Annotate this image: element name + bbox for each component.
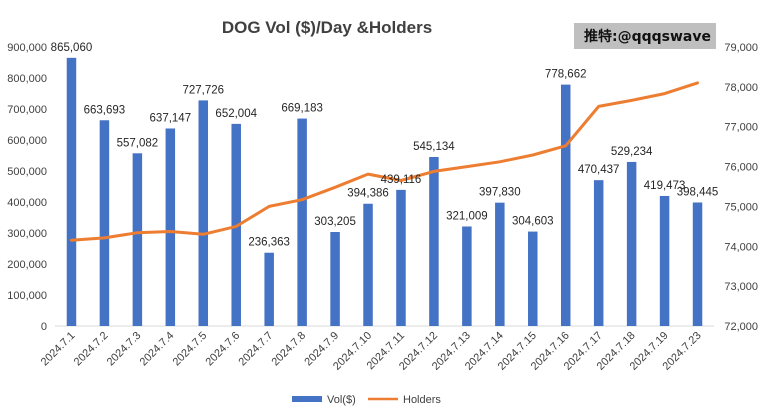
- vol-data-label: 652,004: [215, 108, 257, 120]
- left-axis-tick-label: 600,000: [7, 135, 47, 147]
- right-axis-tick-label: 79,000: [724, 42, 758, 54]
- legend-label-vol: Vol($): [327, 394, 356, 406]
- vol-data-label: 865,060: [51, 42, 93, 54]
- vol-bar: [659, 195, 670, 326]
- legend-label-holders: Holders: [403, 394, 441, 406]
- right-axis-tick-label: 75,000: [724, 201, 758, 213]
- vol-data-label: 637,147: [150, 112, 192, 124]
- vol-bar: [198, 100, 209, 326]
- left-axis-tick-label: 800,000: [7, 73, 47, 85]
- vol-data-label: 529,234: [611, 146, 653, 158]
- left-axis-tick-label: 500,000: [7, 166, 47, 178]
- vol-bar: [692, 202, 703, 326]
- vol-data-label: 557,082: [117, 137, 159, 149]
- vol-data-label: 669,183: [281, 103, 323, 115]
- vol-bar: [297, 118, 307, 326]
- vol-data-label: 545,134: [413, 141, 455, 153]
- bar-data-labels: 865,060 663,693 557,082 637,147 727,726 652,0…: [51, 42, 719, 249]
- vol-data-label: 394,386: [347, 188, 389, 200]
- right-axis-tick-label: 74,000: [724, 241, 758, 253]
- vol-data-label: 470,437: [578, 164, 620, 176]
- vol-bar: [528, 231, 538, 326]
- legend-swatch-vol: [292, 396, 322, 402]
- legend: Vol($) Holders: [292, 394, 441, 406]
- watermark-box: 推特:@qqqswave: [574, 23, 716, 49]
- vol-data-label: 663,693: [84, 104, 126, 116]
- vol-bar: [626, 161, 637, 326]
- vol-bar: [330, 232, 340, 326]
- watermark-background: [574, 23, 716, 49]
- right-axis-ticks: 72,000 73,000 74,000 75,000 76,000 77,000 78,0…: [724, 42, 758, 333]
- vol-bar: [66, 57, 77, 327]
- holders-line-series: [70, 81, 699, 242]
- vol-data-label: 727,726: [182, 84, 224, 96]
- vol-data-label: 439,116: [381, 174, 422, 186]
- right-axis-tick-label: 72,000: [724, 321, 758, 333]
- holders-line: [70, 81, 699, 242]
- vol-bar: [165, 128, 176, 326]
- chart-title: DOG Vol ($)/Day &Holders: [222, 18, 432, 37]
- vol-bar: [495, 202, 505, 326]
- left-axis-tick-label: 400,000: [7, 197, 47, 209]
- left-axis-ticks: 0 100,000 200,000 300,000 400,000 500,000 600,…: [7, 42, 47, 333]
- vol-data-label: 778,662: [545, 69, 587, 81]
- right-axis-tick-label: 77,000: [724, 122, 758, 134]
- left-axis-tick-label: 200,000: [7, 259, 47, 271]
- vol-bar: [132, 153, 143, 326]
- left-axis-tick-label: 100,000: [7, 290, 47, 302]
- vol-bar: [560, 84, 571, 326]
- vol-bar: [429, 157, 439, 326]
- vol-data-label: 321,009: [446, 210, 488, 222]
- vol-bar: [462, 226, 472, 326]
- right-axis-tick-label: 73,000: [724, 281, 758, 293]
- left-axis-tick-label: 700,000: [7, 104, 47, 116]
- left-axis-tick-label: 900,000: [7, 42, 47, 54]
- right-axis-tick-label: 78,000: [724, 82, 758, 94]
- watermark-text: 推特:@qqqswave: [584, 28, 711, 45]
- left-axis-tick-label: 300,000: [7, 228, 47, 240]
- vol-bar: [264, 252, 274, 326]
- vol-data-label: 398,445: [677, 186, 719, 198]
- right-axis-tick-label: 76,000: [724, 162, 758, 174]
- vol-data-label: 236,363: [248, 237, 290, 249]
- vol-data-label: 303,205: [314, 216, 356, 228]
- vol-bar: [363, 203, 373, 326]
- vol-data-label: 397,830: [479, 187, 521, 199]
- vol-bar: [99, 120, 110, 326]
- vol-bar: [593, 180, 604, 326]
- vol-data-label: 419,473: [644, 180, 686, 192]
- vol-bar: [396, 189, 406, 326]
- left-axis-tick-label: 0: [41, 321, 47, 333]
- vol-data-label: 304,603: [512, 216, 554, 228]
